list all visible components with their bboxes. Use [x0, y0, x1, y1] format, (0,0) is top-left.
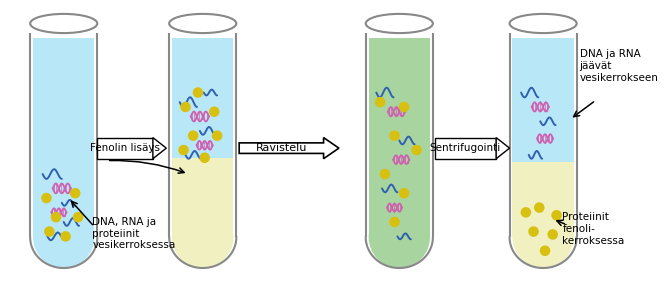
Text: DNA ja RNA
jäävät
vesikerrokseen: DNA ja RNA jäävät vesikerrokseen [580, 49, 658, 83]
Ellipse shape [368, 15, 430, 32]
Bar [513, 38, 574, 162]
Bar [513, 162, 574, 237]
Ellipse shape [33, 207, 95, 268]
Circle shape [548, 229, 558, 240]
Ellipse shape [169, 14, 236, 33]
Circle shape [41, 193, 52, 203]
Circle shape [60, 231, 71, 241]
Circle shape [209, 106, 219, 117]
Ellipse shape [509, 14, 576, 33]
Circle shape [193, 87, 203, 98]
Circle shape [51, 212, 61, 222]
Ellipse shape [172, 15, 234, 32]
Text: Proteiinit
fenoli-
kerroksessa: Proteiinit fenoli- kerroksessa [562, 212, 625, 246]
FancyBboxPatch shape [435, 138, 496, 159]
Text: Ravistelu: Ravistelu [256, 143, 307, 153]
Ellipse shape [513, 207, 574, 268]
Circle shape [534, 202, 545, 213]
Bar [172, 38, 234, 158]
Circle shape [528, 226, 539, 237]
Circle shape [539, 245, 550, 256]
Circle shape [399, 188, 409, 198]
Circle shape [521, 207, 531, 218]
Circle shape [188, 130, 199, 141]
Circle shape [389, 217, 400, 227]
FancyArrow shape [496, 138, 509, 159]
Circle shape [399, 102, 409, 112]
Bar [172, 158, 234, 237]
FancyArrow shape [239, 138, 339, 159]
Circle shape [375, 97, 385, 107]
Circle shape [552, 210, 562, 221]
FancyBboxPatch shape [97, 138, 153, 159]
Circle shape [380, 169, 391, 179]
Circle shape [178, 145, 189, 155]
Circle shape [389, 130, 400, 141]
Text: DNA, RNA ja
proteiinit
vesikerroksessa: DNA, RNA ja proteiinit vesikerroksessa [93, 217, 176, 250]
Bar [368, 38, 430, 237]
Circle shape [199, 152, 210, 163]
Circle shape [70, 188, 81, 198]
Ellipse shape [368, 207, 430, 268]
Bar [33, 38, 95, 237]
Ellipse shape [172, 207, 234, 268]
Circle shape [180, 102, 191, 112]
Ellipse shape [513, 15, 574, 32]
Circle shape [411, 145, 422, 155]
Ellipse shape [366, 14, 433, 33]
Text: Fenolin lisäys: Fenolin lisäys [90, 143, 160, 153]
Circle shape [73, 212, 83, 222]
Circle shape [212, 130, 222, 141]
Ellipse shape [33, 15, 95, 32]
Text: Sentrifugointi: Sentrifugointi [430, 143, 501, 153]
Circle shape [44, 226, 54, 237]
Ellipse shape [30, 14, 97, 33]
FancyArrow shape [153, 138, 166, 159]
